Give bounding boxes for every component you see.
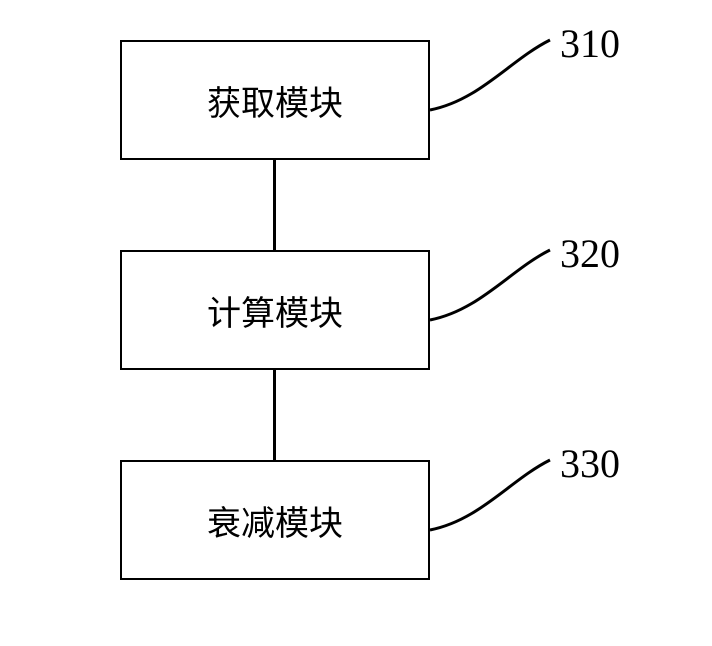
node-attenuate-module: 衰减模块	[120, 460, 430, 580]
node-compute-module: 计算模块	[120, 250, 430, 370]
node-acquire-module: 获取模块	[120, 40, 430, 160]
callout-320	[430, 250, 550, 320]
ref-label-310: 310	[560, 20, 620, 67]
callout-330	[430, 460, 550, 530]
ref-label-320: 320	[560, 230, 620, 277]
edge-n1-n2	[273, 160, 276, 250]
callout-310	[430, 40, 550, 110]
edge-n2-n3	[273, 370, 276, 460]
node-acquire-label: 获取模块	[207, 76, 343, 125]
node-attenuate-label: 衰减模块	[207, 496, 343, 545]
ref-label-330: 330	[560, 440, 620, 487]
node-compute-label: 计算模块	[207, 286, 343, 335]
